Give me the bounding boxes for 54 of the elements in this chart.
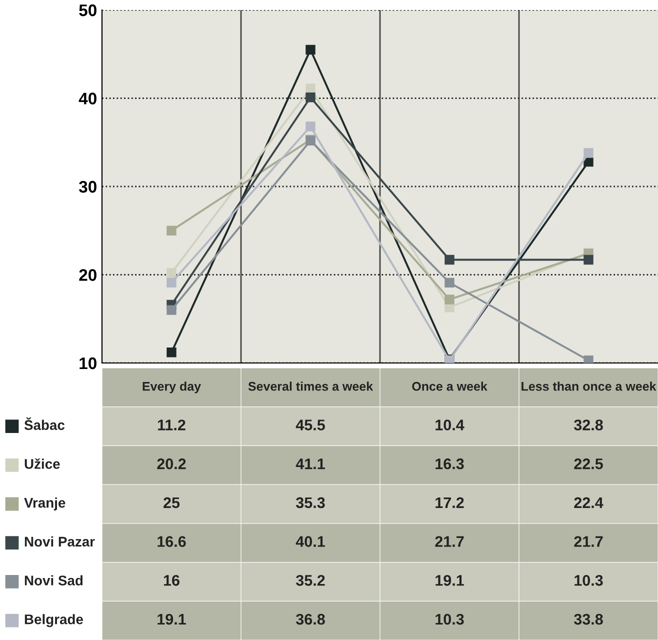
data-label: 41.1: [296, 458, 325, 470]
point: [166, 348, 176, 358]
point: [444, 278, 454, 288]
y-tick-label: 20: [79, 269, 96, 281]
point: [444, 254, 454, 265]
x-tick-label: Less than once a week: [522, 382, 656, 391]
y-tick-label: 40: [78, 92, 96, 104]
data-label: 21.7: [435, 536, 464, 547]
point: [306, 92, 316, 102]
data-label: 16: [164, 574, 180, 586]
point: [166, 226, 176, 236]
data-label: 21.7: [574, 536, 603, 547]
data-label: 16.3: [436, 458, 464, 470]
data-label: 10.3: [574, 574, 603, 586]
point: [306, 44, 316, 55]
data-label: 35.3: [296, 497, 325, 508]
y-tick-label: 30: [78, 180, 96, 193]
data-label: 22.4: [574, 497, 604, 508]
point: [306, 84, 316, 94]
legend-label: Užice: [24, 458, 60, 469]
data-label: 35.2: [296, 574, 325, 586]
data-label: 10.3: [436, 614, 464, 625]
point: [166, 305, 176, 315]
point: [584, 148, 594, 158]
data-label: 25: [164, 497, 180, 508]
point: [444, 294, 454, 304]
x-tick-label: Every day: [142, 382, 201, 394]
data-label: 19.1: [436, 574, 464, 586]
point: [166, 268, 176, 278]
data-label: 45.5: [296, 420, 325, 430]
point: [584, 355, 594, 363]
data-label: 17.2: [436, 497, 464, 508]
data-label: 19.1: [158, 614, 186, 625]
data-label: 36.8: [296, 614, 325, 625]
data-label: 20.2: [157, 458, 186, 470]
y-tick-label: 10: [80, 357, 96, 370]
legend-label: Šabac: [24, 417, 65, 430]
point: [166, 278, 176, 288]
data-label: 11.2: [158, 420, 186, 430]
data-label: 10.4: [436, 420, 464, 430]
data-label: 22.5: [574, 458, 603, 470]
data-label: 40.1: [296, 536, 325, 547]
data-label: 33.8: [574, 614, 603, 625]
x-tick-label: Several times a week: [248, 382, 374, 391]
y-tick-label: 50: [79, 4, 96, 16]
legend-label: Novi Sad: [24, 575, 83, 586]
legend-label: Novi Pazar: [24, 536, 95, 547]
point: [306, 122, 316, 132]
data-label: 16.6: [158, 536, 186, 547]
data-label: 32.8: [574, 420, 603, 430]
legend-label: Vranje: [24, 498, 66, 510]
legend-label: Belgrade: [24, 614, 83, 628]
point: [584, 254, 594, 265]
x-tick-label: Once a week: [412, 382, 488, 391]
